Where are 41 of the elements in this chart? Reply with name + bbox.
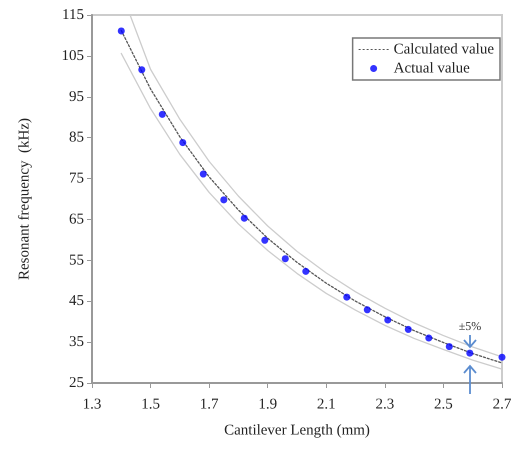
point — [261, 236, 268, 244]
x-tick-label: 2.3 — [375, 396, 394, 412]
legend-label: Calculated value — [394, 42, 494, 58]
point — [466, 350, 474, 357]
point — [404, 326, 412, 333]
x-tick-label: 1.7 — [200, 396, 220, 412]
point — [498, 354, 506, 361]
point — [200, 170, 207, 178]
y-axis-title: Resonant frequency (kHz) — [16, 118, 32, 280]
x-tick-label: 2.7 — [492, 396, 512, 412]
y-tick-label: 75 — [69, 170, 84, 187]
annotation: ±5% — [458, 319, 482, 333]
x-tick-label: 1.5 — [141, 396, 160, 412]
y-tick-label: 105 — [62, 48, 84, 64]
point — [343, 294, 350, 301]
x-axis-title: Cantilever Length (mm) — [224, 422, 370, 438]
legend-label: Actual value — [394, 60, 470, 76]
point — [282, 255, 289, 262]
point — [138, 66, 146, 74]
y-tick-label: 55 — [69, 252, 84, 268]
point — [446, 343, 453, 350]
y-tick-label: 25 — [69, 375, 84, 391]
y-tick-label: 65 — [69, 211, 84, 228]
x-tick-label: 1.9 — [258, 396, 278, 412]
point — [302, 268, 310, 275]
x-tick-label: 2.1 — [316, 396, 336, 412]
y-tick-label: 85 — [69, 130, 84, 146]
y-tick-label: 35 — [69, 334, 84, 350]
x-tick-label: 1.3 — [82, 396, 102, 412]
point — [118, 27, 125, 34]
point — [240, 214, 248, 222]
point — [425, 334, 432, 342]
point — [158, 110, 166, 118]
x-tick-label: 2.5 — [434, 396, 453, 412]
point — [179, 139, 186, 146]
point — [364, 306, 371, 314]
y-tick-label: 95 — [69, 88, 84, 105]
y-tick-label: 115 — [62, 7, 84, 23]
point — [384, 316, 392, 324]
point — [220, 196, 228, 204]
y-tick-label: 45 — [69, 293, 84, 310]
